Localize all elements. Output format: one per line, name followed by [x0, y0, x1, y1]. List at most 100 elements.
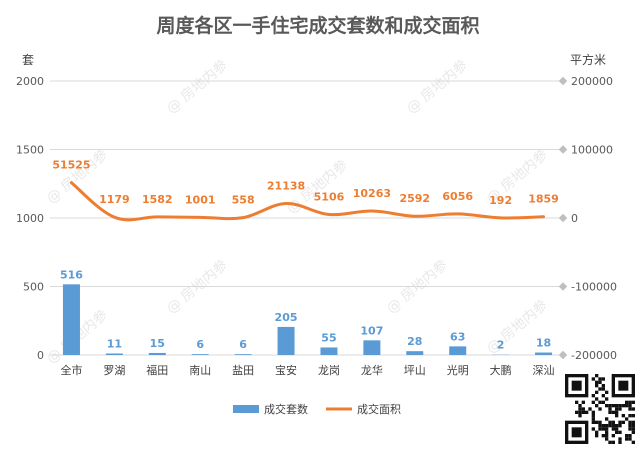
bar [363, 340, 381, 355]
watermark-text: @ 房地内参 [403, 56, 471, 117]
category-label: 大鹏 [490, 363, 512, 377]
qr-module [611, 404, 615, 408]
qr-module [628, 424, 632, 428]
right-tick-label: -200000 [571, 349, 617, 362]
qr-module [588, 407, 592, 411]
bar-data-label: 2 [497, 339, 505, 352]
bar-data-label: 63 [450, 330, 465, 343]
bar [449, 346, 467, 355]
line-data-label: 51525 [52, 159, 90, 172]
qr-module [601, 387, 605, 391]
left-axis-unit: 套 [22, 53, 34, 67]
bar-data-label: 6 [196, 338, 204, 351]
qr-module [618, 430, 622, 434]
qr-module [595, 420, 599, 424]
tick-marker [558, 145, 568, 154]
qr-module [611, 427, 615, 431]
line-data-label: 558 [232, 194, 255, 207]
qr-module [575, 410, 579, 414]
right-tick-label: 100000 [571, 144, 613, 157]
qr-module [631, 424, 635, 428]
qr-module [585, 410, 589, 414]
qr-module [618, 440, 622, 444]
qr-module [615, 407, 619, 411]
bar [148, 352, 166, 355]
qr-module [608, 440, 612, 444]
qr-module [595, 434, 599, 438]
tick-marker [558, 282, 568, 291]
line-data-label: 10263 [353, 187, 391, 200]
qr-module [625, 434, 629, 438]
qr-module [631, 407, 635, 411]
left-tick-label: 2000 [16, 75, 44, 88]
bar-data-label: 28 [407, 335, 422, 348]
qr-module [598, 387, 602, 391]
qr-module [595, 404, 599, 408]
qr-module [628, 420, 632, 424]
category-label: 盐田 [232, 364, 254, 377]
qr-module [608, 424, 612, 428]
qr-module [611, 410, 615, 414]
category-label: 龙岗 [318, 364, 340, 377]
qr-module [581, 400, 585, 404]
watermark-text: @ 房地内参 [163, 56, 231, 117]
category-label: 罗湖 [103, 364, 125, 377]
bar [105, 353, 123, 355]
qr-module [608, 410, 612, 414]
bar [191, 354, 209, 355]
qr-module [601, 424, 605, 428]
bar-data-label: 516 [60, 268, 83, 281]
qr-code-image [565, 374, 635, 444]
bar-data-label: 107 [360, 324, 383, 337]
qr-module [631, 420, 635, 424]
area-line-path [69, 181, 546, 222]
qr-module [625, 400, 629, 404]
qr-module [591, 417, 595, 421]
qr-module [578, 407, 582, 411]
qr-module [618, 407, 622, 411]
qr-module [578, 414, 582, 418]
qr-module [591, 427, 595, 431]
qr-module [615, 427, 619, 431]
qr-module [611, 424, 615, 428]
qr-module [591, 414, 595, 418]
bar [277, 326, 295, 355]
qr-module [605, 427, 609, 431]
category-label: 深汕 [533, 364, 555, 377]
qr-module [611, 420, 615, 424]
right-axis-ticks: -200000 -100000 0 100000 200000 [558, 75, 617, 362]
qr-module [631, 430, 635, 434]
qr-module [605, 417, 609, 421]
qr-module [591, 400, 595, 404]
qr-module [611, 440, 615, 444]
right-tick-label: -100000 [571, 281, 617, 294]
qr-module [601, 384, 605, 388]
category-label: 全市 [60, 363, 82, 377]
category-label: 南山 [189, 364, 211, 377]
category-label: 光明 [447, 363, 469, 377]
qr-module [608, 404, 612, 408]
legend: 成交套数 成交面积 [233, 402, 401, 416]
tick-marker [558, 76, 568, 86]
bar-data-label: 11 [107, 337, 122, 350]
left-tick-label: 0 [37, 349, 44, 362]
qr-module [615, 410, 619, 414]
bar [406, 351, 424, 355]
qr-module [601, 400, 605, 404]
bar-data-label: 18 [536, 337, 551, 350]
left-tick-label: 500 [23, 281, 44, 294]
qr-module [598, 400, 602, 404]
right-axis-unit: 平方米 [570, 52, 606, 67]
qr-module [618, 420, 622, 424]
qr-module [631, 414, 635, 418]
qr-module [595, 430, 599, 434]
line-data-label: 21138 [267, 180, 305, 193]
qr-module [595, 380, 599, 384]
qr-finder-core [571, 380, 582, 391]
qr-module [581, 407, 585, 411]
bar-data-label: 205 [275, 311, 298, 324]
qr-module [621, 414, 625, 418]
qr-module [598, 420, 602, 424]
